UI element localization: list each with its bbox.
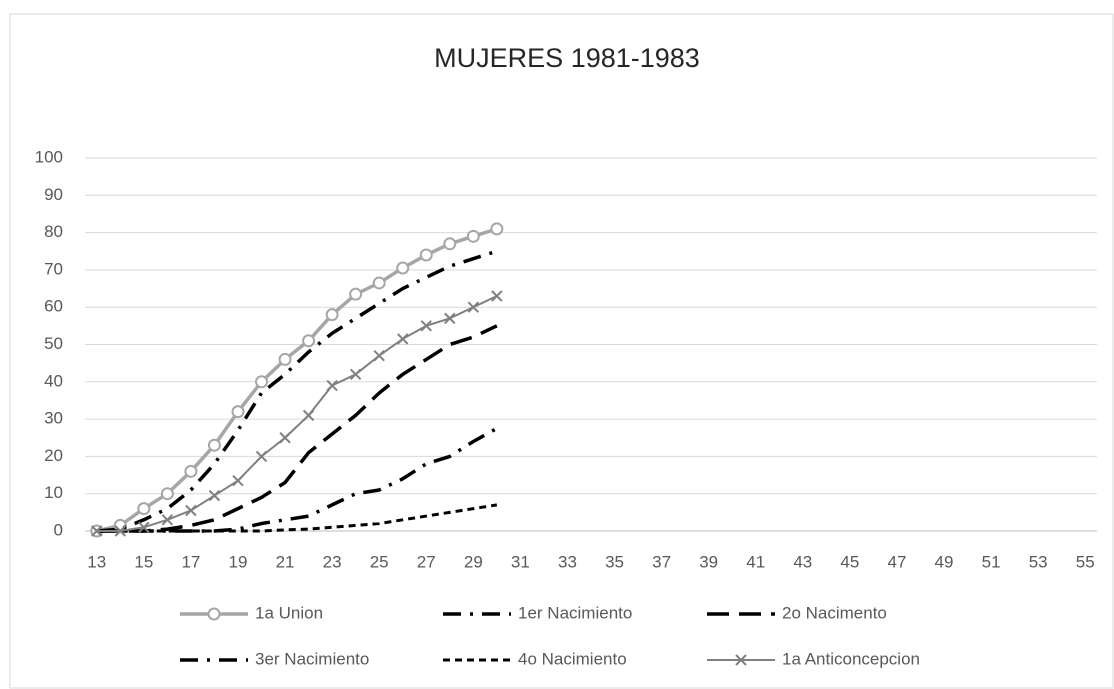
data-marker [491, 290, 503, 302]
data-marker [467, 301, 480, 313]
y-tick-label: 40 [44, 371, 63, 390]
y-tick-label: 80 [44, 222, 63, 241]
data-marker [279, 432, 291, 444]
y-tick-label: 50 [44, 334, 63, 353]
chart-title: MUJERES 1981-1983 [434, 43, 700, 73]
data-marker [490, 222, 504, 236]
x-tick-label: 13 [87, 552, 106, 571]
series-line [96, 295, 498, 532]
data-marker [444, 312, 456, 325]
data-marker [231, 405, 245, 419]
x-tick-label: 27 [417, 552, 436, 571]
data-marker [420, 320, 432, 332]
x-tick-label: 19 [229, 552, 248, 571]
data-marker [161, 514, 174, 526]
x-tick-label: 47 [887, 552, 906, 571]
y-tick-label: 100 [35, 147, 63, 166]
data-marker [114, 525, 127, 537]
data-marker [207, 438, 221, 452]
data-marker [349, 287, 363, 301]
x-tick-label: 55 [1076, 552, 1095, 571]
y-tick-label: 30 [44, 409, 63, 428]
x-tick-label: 35 [605, 552, 624, 571]
legend-marker [207, 607, 221, 621]
y-tick-label: 70 [44, 259, 63, 278]
data-marker [278, 352, 292, 366]
data-marker [419, 248, 433, 262]
data-marker [373, 349, 385, 362]
series-line [96, 249, 498, 533]
data-marker [326, 379, 338, 392]
series-line [96, 503, 498, 533]
legend-label: 1er Nacimiento [518, 603, 632, 622]
x-tick-label: 39 [699, 552, 718, 571]
legend-label: 4o Nacimiento [518, 649, 627, 668]
x-tick-label: 17 [181, 552, 200, 571]
y-tick-label: 20 [44, 446, 63, 465]
data-marker [255, 375, 269, 389]
x-tick-label: 25 [370, 552, 389, 571]
legend-marker [735, 654, 747, 666]
data-marker [372, 276, 386, 290]
data-marker [232, 474, 244, 487]
x-tick-label: 21 [276, 552, 295, 571]
data-marker [443, 237, 457, 251]
data-marker [160, 487, 174, 501]
x-tick-label: 49 [935, 552, 954, 571]
x-tick-label: 51 [982, 552, 1001, 571]
y-tick-label: 10 [44, 483, 63, 502]
x-tick-label: 37 [652, 552, 671, 571]
legend-label: 3er Nacimiento [255, 649, 369, 668]
x-tick-label: 31 [511, 552, 530, 571]
data-marker [302, 334, 316, 348]
x-tick-label: 41 [746, 552, 765, 571]
data-marker [396, 261, 410, 275]
x-tick-label: 15 [134, 552, 153, 571]
legend-label: 2o Nacimento [782, 603, 887, 622]
y-tick-label: 90 [44, 185, 63, 204]
legend-label: 1a Union [255, 603, 323, 622]
data-marker [137, 502, 151, 516]
y-tick-label: 0 [54, 520, 63, 539]
x-tick-label: 33 [558, 552, 577, 571]
data-marker [91, 525, 103, 537]
x-tick-label: 43 [793, 552, 812, 571]
x-tick-label: 45 [840, 552, 859, 571]
legend-label: 1a Anticoncepcion [782, 649, 920, 668]
y-tick-label: 60 [44, 297, 63, 316]
x-tick-label: 29 [464, 552, 483, 571]
data-marker [397, 333, 409, 345]
data-marker [466, 229, 480, 243]
data-marker [255, 450, 268, 463]
data-marker [138, 521, 150, 533]
chart-border [9, 13, 1114, 689]
data-marker [184, 464, 198, 478]
data-marker [185, 504, 197, 517]
x-tick-label: 53 [1029, 552, 1048, 571]
data-marker [349, 368, 362, 381]
x-tick-label: 23 [323, 552, 342, 571]
data-marker [208, 489, 221, 502]
data-marker [302, 409, 315, 422]
data-marker [325, 308, 339, 322]
